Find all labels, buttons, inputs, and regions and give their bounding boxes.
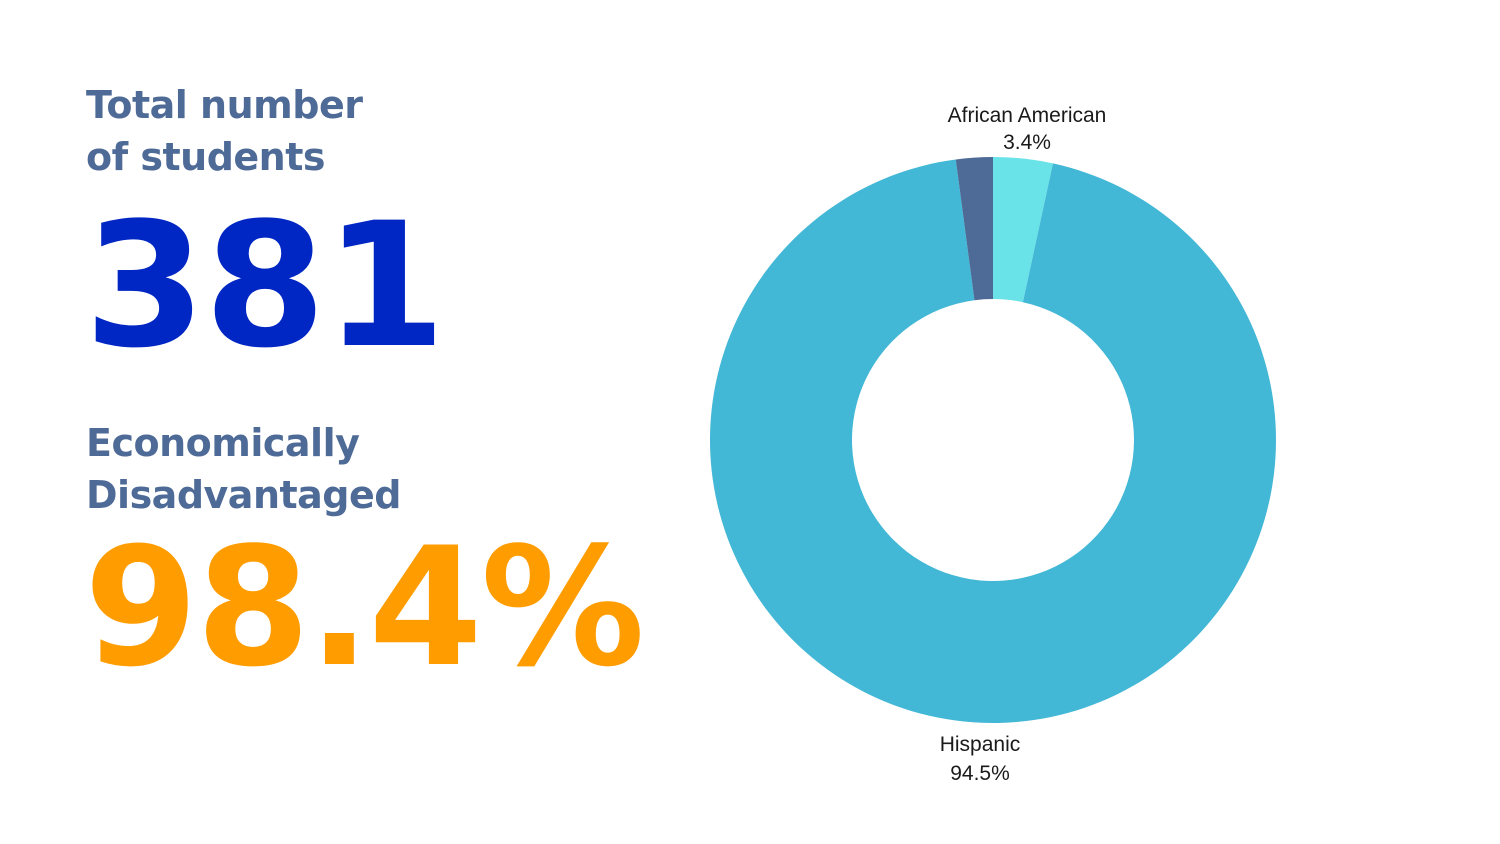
donut-slices [710, 157, 1276, 723]
slice-label-african-american: African American [948, 104, 1107, 127]
total-students-value: 381 [84, 185, 446, 386]
donut-slice-african-american [993, 157, 1053, 303]
slice-label-hispanic: Hispanic [940, 733, 1021, 756]
slice-value-african-american: 3.4% [1003, 131, 1051, 154]
total-students-label-line2: of students [86, 135, 326, 179]
economically-disadvantaged-label-line1: Economically [86, 421, 360, 465]
slice-value-hispanic: 94.5% [950, 762, 1010, 785]
donut-chart: African American 3.4% Hispanic 94.5% [710, 104, 1276, 785]
total-students-label-line1: Total number [86, 83, 363, 127]
economically-disadvantaged-label: Economically Disadvantaged [86, 417, 401, 521]
economically-disadvantaged-label-line2: Disadvantaged [86, 473, 401, 517]
economically-disadvantaged-value: 98.4% [84, 512, 645, 703]
donut-slice-hispanic [710, 159, 1276, 723]
donut-slice-labels: African American 3.4% Hispanic 94.5% [940, 104, 1107, 785]
donut-slice-segment-2 [955, 157, 993, 301]
total-students-label: Total number of students [86, 79, 363, 183]
